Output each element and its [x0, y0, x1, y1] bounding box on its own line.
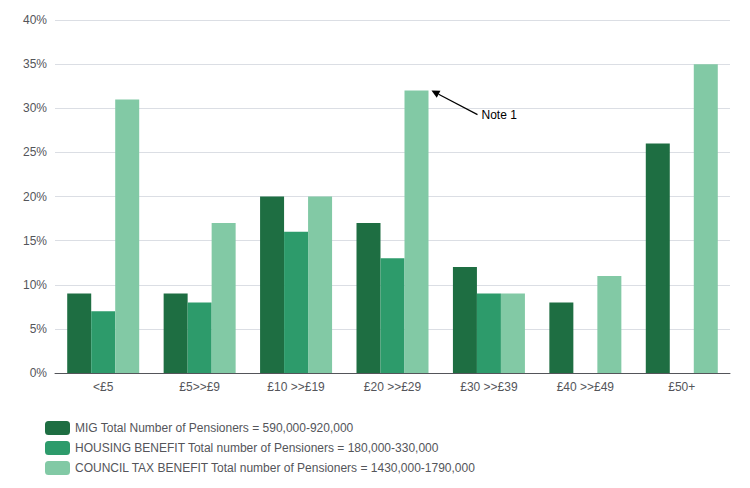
svg-text:<£5: <£5 [93, 380, 114, 394]
svg-text:30%: 30% [23, 101, 47, 115]
svg-text:£5>>£9: £5>>£9 [179, 380, 220, 394]
svg-text:10%: 10% [23, 278, 47, 292]
svg-text:COUNCIL TAX BENEFIT Total numb: COUNCIL TAX BENEFIT Total number of Pens… [75, 461, 475, 475]
svg-text:35%: 35% [23, 57, 47, 71]
svg-text:25%: 25% [23, 145, 47, 159]
svg-text:0%: 0% [30, 366, 48, 380]
svg-text:£10 >>£19: £10 >>£19 [267, 380, 325, 394]
svg-text:MIG Total Number of Pensioners: MIG Total Number of Pensioners = 590,000… [75, 421, 354, 435]
svg-text:15%: 15% [23, 234, 47, 248]
svg-text:£30 >>£39: £30 >>£39 [460, 380, 518, 394]
svg-text:Note 1: Note 1 [482, 108, 518, 122]
svg-text:40%: 40% [23, 13, 47, 27]
svg-text:5%: 5% [30, 322, 48, 336]
svg-text:£40 >>£49: £40 >>£49 [557, 380, 615, 394]
svg-text:20%: 20% [23, 190, 47, 204]
svg-text:£20 >>£29: £20 >>£29 [364, 380, 422, 394]
svg-text:£50+: £50+ [668, 380, 695, 394]
svg-text:HOUSING BENEFIT Total number o: HOUSING BENEFIT Total number of Pensione… [75, 441, 439, 455]
